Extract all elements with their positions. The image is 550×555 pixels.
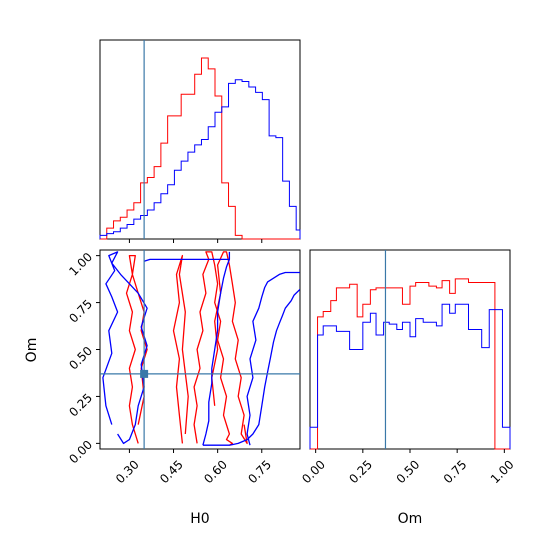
y-axis-title-om: Om <box>24 338 40 363</box>
contour-xtick-label-2: 0.60 <box>201 457 230 486</box>
contour-panel: 0.30 0.45 0.60 0.750.000.250.500.751.00 H0 … <box>24 249 301 527</box>
contour-series-1-level-1 <box>143 258 230 262</box>
hist-h0-series-0 <box>100 57 300 240</box>
contour-series-0-level-2 <box>193 251 234 446</box>
hist-h0-frame <box>99 39 301 240</box>
hist-om-series-1 <box>309 303 511 449</box>
truth-marker <box>140 369 149 378</box>
hist-h0-layer <box>99 40 301 240</box>
hist-om-layer <box>309 250 511 450</box>
contour-ytick-label-1: 0.25 <box>66 391 95 420</box>
contour-clipped-group <box>100 250 300 449</box>
hist-om-ticks: 0.00 0.25 0.50 0.75 1.00 <box>299 449 517 486</box>
contour-series-1-level-4 <box>202 288 300 446</box>
hist-om-xtick-label-4: 1.00 <box>488 457 517 486</box>
hist-om-frame <box>309 249 511 450</box>
hist-om-series-0 <box>310 278 510 450</box>
contour-ytick-label-2: 0.50 <box>66 344 95 373</box>
x-axis-title-h0: H0 <box>190 511 209 527</box>
contour-ticks: 0.30 0.45 0.60 0.75 0.00 0.25 0.50 0.75 1.00 <box>66 250 274 486</box>
contour-series-0-level-0 <box>125 254 148 444</box>
contour-series-1-level-3 <box>246 271 300 446</box>
contour-xtick-label-3: 0.75 <box>245 457 274 486</box>
contour-series-1-level-0 <box>102 251 148 445</box>
contour-ytick-label-3: 0.75 <box>66 297 95 326</box>
contour-layer <box>100 250 300 449</box>
hist-om-panel: 0.00 0.25 0.50 0.75 1.00 Om <box>299 249 517 527</box>
contour-series-1-level-2 <box>202 251 231 446</box>
contour-ytick-label-0: 0.00 <box>66 438 95 467</box>
contour-ytick-label-4: 1.00 <box>66 250 95 279</box>
contour-xtick-label-0: 0.30 <box>113 457 142 486</box>
hist-h0-panel <box>99 39 301 243</box>
contour-series-0-level-1 <box>172 254 189 444</box>
hist-om-xtick-label-3: 0.75 <box>441 457 470 486</box>
contour-series-0-level-3 <box>211 251 248 445</box>
hist-h0-series-1 <box>99 79 301 239</box>
hist-h0-ticks <box>128 239 263 243</box>
hist-om-xtick-label-0: 0.00 <box>299 457 328 486</box>
hist-om-xtick-label-1: 0.25 <box>346 457 375 486</box>
contour-xtick-label-1: 0.45 <box>157 457 186 486</box>
hist-om-xtick-label-2: 0.50 <box>394 457 423 486</box>
x-axis-title-om: Om <box>398 511 423 527</box>
